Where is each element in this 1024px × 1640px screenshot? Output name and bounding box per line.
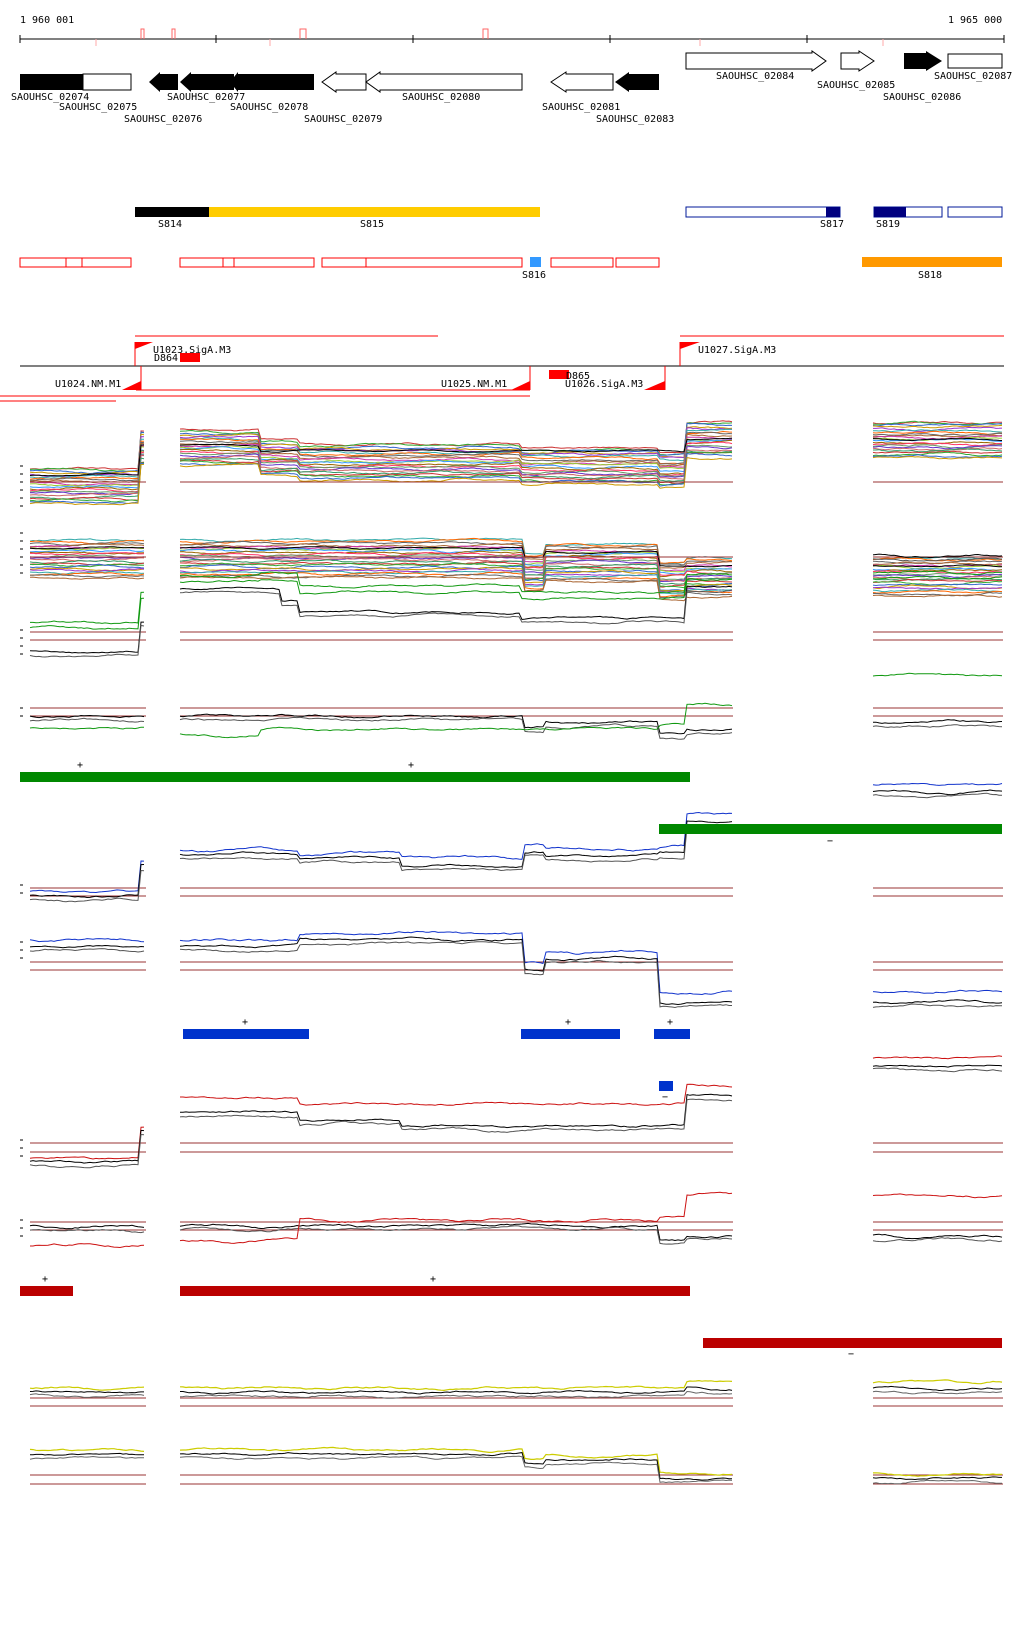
green-plus-block[interactable]: + +: [20, 760, 690, 782]
gene-label-02081: SAOUHSC_02081: [542, 102, 620, 113]
gene-label-02076: SAOUHSC_02076: [124, 114, 202, 125]
gene-SAOUHSC_02083[interactable]: SAOUHSC_02083: [596, 72, 674, 125]
green-plus-mark-1: +: [77, 760, 83, 771]
gene-SAOUHSC_02084[interactable]: SAOUHSC_02084: [685, 50, 827, 82]
promoter-label-U1027: U1027.SigA.M3: [698, 345, 776, 356]
terminator-D865[interactable]: D865: [549, 370, 590, 382]
gene-SAOUHSC_02074[interactable]: SAOUHSC_02074: [11, 74, 89, 103]
blue-minus-block[interactable]: −: [659, 1081, 673, 1103]
blue-plus-mark-1: +: [242, 1017, 248, 1028]
segment-label-S818: S818: [918, 270, 942, 281]
segment-S814[interactable]: S814: [135, 207, 209, 230]
gene-label-02087: SAOUHSC_02087: [934, 71, 1012, 82]
expression-blocks: + + − + + + − + + −: [20, 760, 1002, 1360]
segment-label-S816: S816: [522, 270, 546, 281]
segment-label-S817: S817: [820, 219, 844, 230]
green-minus-block[interactable]: −: [659, 824, 1002, 847]
segment-label-S819: S819: [876, 219, 900, 230]
segment-track: S814 S815 S817 S819 S816 S818: [19, 206, 1003, 281]
terminator-D864[interactable]: D864: [154, 353, 200, 364]
gene-label-02077: SAOUHSC_02077: [167, 92, 245, 103]
blue-plus-mark-3: +: [667, 1017, 673, 1028]
gene-SAOUHSC_02077[interactable]: SAOUHSC_02077: [167, 72, 245, 103]
red-plus-mark-2: +: [430, 1274, 436, 1285]
promoter-label-U1025: U1025.NM.M1: [441, 379, 507, 390]
gene-label-02078: SAOUHSC_02078: [230, 102, 308, 113]
gene-label-02086: SAOUHSC_02086: [883, 92, 961, 103]
gene-label-02080: SAOUHSC_02080: [402, 92, 480, 103]
gene-SAOUHSC_02081[interactable]: SAOUHSC_02081: [542, 71, 620, 113]
gene-SAOUHSC_02080[interactable]: SAOUHSC_02080: [365, 71, 523, 103]
segment-label-S815: S815: [360, 219, 384, 230]
promoter-U1025[interactable]: U1025.NM.M1: [441, 379, 530, 390]
segment-S816[interactable]: S816: [522, 257, 546, 281]
red-gene-boxes: [19, 257, 660, 268]
gene-track: SAOUHSC_02074 SAOUHSC_02075 SAOUHSC_0207…: [11, 50, 1012, 125]
gene-SAOUHSC_02076[interactable]: SAOUHSC_02076: [124, 72, 202, 125]
promoter-U1024[interactable]: U1024.NM.M1: [55, 379, 141, 390]
gene-label-02079: SAOUHSC_02079: [304, 114, 382, 125]
red-plus-blocks[interactable]: + +: [20, 1274, 690, 1296]
coordinate-ruler: 1 960 001 1 965 000: [19, 15, 1005, 46]
promoter-label-U1023: U1023.SigA.M3: [153, 345, 231, 356]
gene-label-02074: SAOUHSC_02074: [11, 92, 89, 103]
ruler-start-label: 1 960 001: [20, 15, 74, 26]
promoter-U1027[interactable]: U1027.SigA.M3: [680, 342, 776, 356]
gene-label-02084: SAOUHSC_02084: [716, 71, 794, 82]
gene-label-02075: SAOUHSC_02075: [59, 102, 137, 113]
gene-label-02085: SAOUHSC_02085: [817, 80, 895, 91]
gene-SAOUHSC_02087[interactable]: SAOUHSC_02087: [934, 53, 1012, 82]
terminator-label-D864: D864: [154, 353, 178, 364]
promoter-label-U1024: U1024.NM.M1: [55, 379, 121, 390]
blue-plus-blocks[interactable]: + + +: [183, 1017, 690, 1039]
promoter-U1026[interactable]: U1026.SigA.M3: [565, 379, 665, 390]
regulatory-track: U1023.SigA.M3 D864 U1024.NM.M1 U1025.NM.…: [0, 335, 1004, 402]
gene-label-02083: SAOUHSC_02083: [596, 114, 674, 125]
gene-SAOUHSC_02085[interactable]: SAOUHSC_02085: [817, 50, 895, 91]
segment-S818[interactable]: S818: [862, 257, 1002, 281]
red-plus-mark-1: +: [42, 1274, 48, 1285]
green-minus-mark: −: [827, 836, 833, 847]
segment-S819[interactable]: S819: [873, 206, 1003, 230]
segment-S815[interactable]: S815: [209, 207, 540, 230]
expression-tracks: [20, 420, 1003, 1485]
green-plus-mark-2: +: [408, 760, 414, 771]
red-minus-block[interactable]: −: [703, 1338, 1002, 1360]
blue-plus-mark-2: +: [565, 1017, 571, 1028]
segment-label-S814: S814: [158, 219, 182, 230]
blue-minus-mark: −: [662, 1092, 668, 1103]
gene-SAOUHSC_02086[interactable]: SAOUHSC_02086: [883, 51, 961, 103]
ruler-end-label: 1 965 000: [948, 15, 1002, 26]
promoter-U1023[interactable]: U1023.SigA.M3: [135, 342, 231, 356]
promoter-label-U1026: U1026.SigA.M3: [565, 379, 643, 390]
gene-SAOUHSC_02075[interactable]: SAOUHSC_02075: [59, 73, 137, 113]
terminator-label-D865: D865: [566, 371, 590, 382]
segment-S817[interactable]: S817: [685, 206, 844, 230]
red-minus-mark: −: [848, 1349, 854, 1360]
gene-SAOUHSC_02078[interactable]: SAOUHSC_02078: [230, 72, 314, 113]
